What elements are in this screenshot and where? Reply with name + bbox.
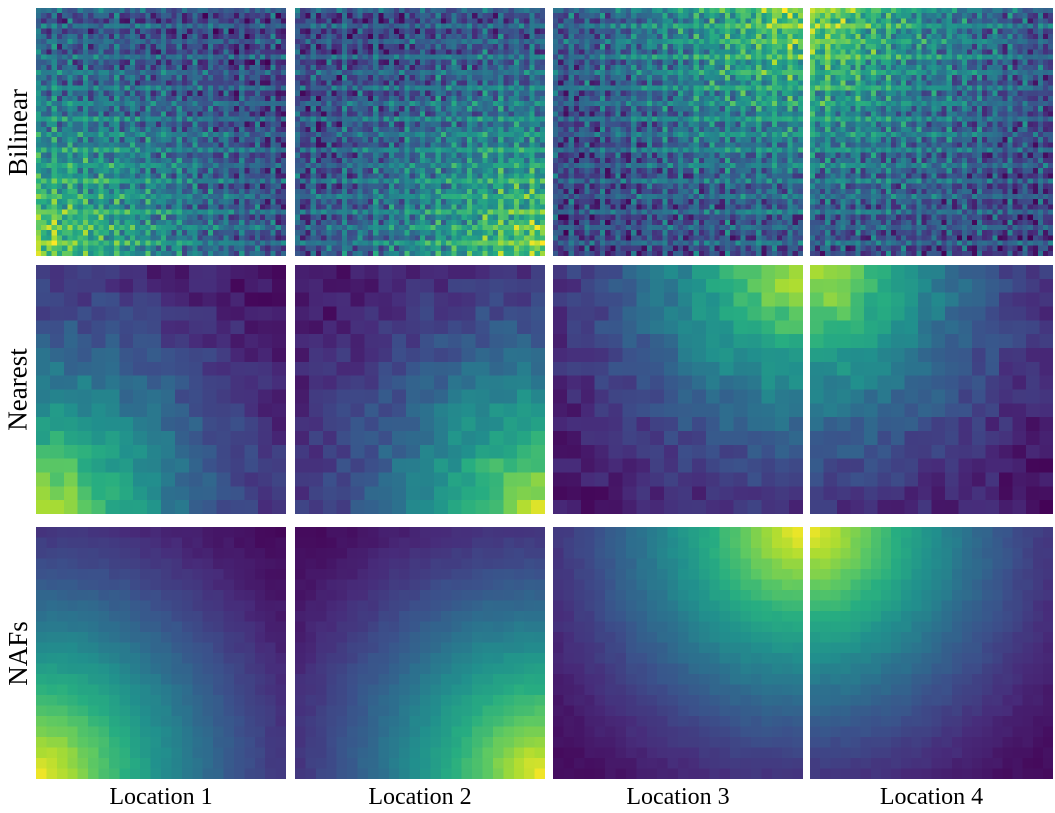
heatmap-nafs-location-1 bbox=[36, 527, 286, 779]
heatmap-bilinear-location-3 bbox=[553, 8, 803, 256]
col-label-location-1: Location 1 bbox=[109, 784, 213, 810]
col-label-location-4: Location 4 bbox=[879, 784, 984, 810]
heatmap-bilinear-location-2 bbox=[295, 8, 545, 256]
heatmap-nafs-location-4 bbox=[810, 527, 1053, 779]
row-label-nafs: NAFs bbox=[2, 620, 33, 686]
heatmap-nearest-location-3 bbox=[553, 265, 803, 514]
heatmap-nafs-location-3 bbox=[553, 527, 803, 779]
col-label-location-2: Location 2 bbox=[368, 784, 472, 810]
heatmap-nafs-location-2 bbox=[295, 527, 545, 779]
heatmap-nearest-location-1 bbox=[36, 265, 286, 514]
heatmap-canvas bbox=[36, 8, 286, 256]
row-label-nearest: Nearest bbox=[2, 348, 33, 431]
heatmap-canvas bbox=[295, 8, 545, 256]
heatmap-canvas bbox=[810, 8, 1053, 256]
heatmap-nearest-location-4 bbox=[810, 265, 1053, 514]
row-label-bilinear: Bilinear bbox=[2, 88, 33, 176]
heatmap-bilinear-location-1 bbox=[36, 8, 286, 256]
heatmap-nearest-location-2 bbox=[295, 265, 545, 514]
heatmap-canvas bbox=[553, 8, 803, 256]
heatmap-canvas bbox=[36, 527, 286, 779]
heatmap-bilinear-location-4 bbox=[810, 8, 1053, 256]
heatmap-canvas bbox=[810, 527, 1053, 779]
col-label-location-3: Location 3 bbox=[626, 784, 730, 810]
heatmap-canvas bbox=[553, 527, 803, 779]
heatmap-canvas bbox=[295, 265, 545, 514]
heatmap-canvas bbox=[36, 265, 286, 514]
heatmap-canvas bbox=[810, 265, 1053, 514]
heatmap-canvas bbox=[295, 527, 545, 779]
heatmap-canvas bbox=[553, 265, 803, 514]
